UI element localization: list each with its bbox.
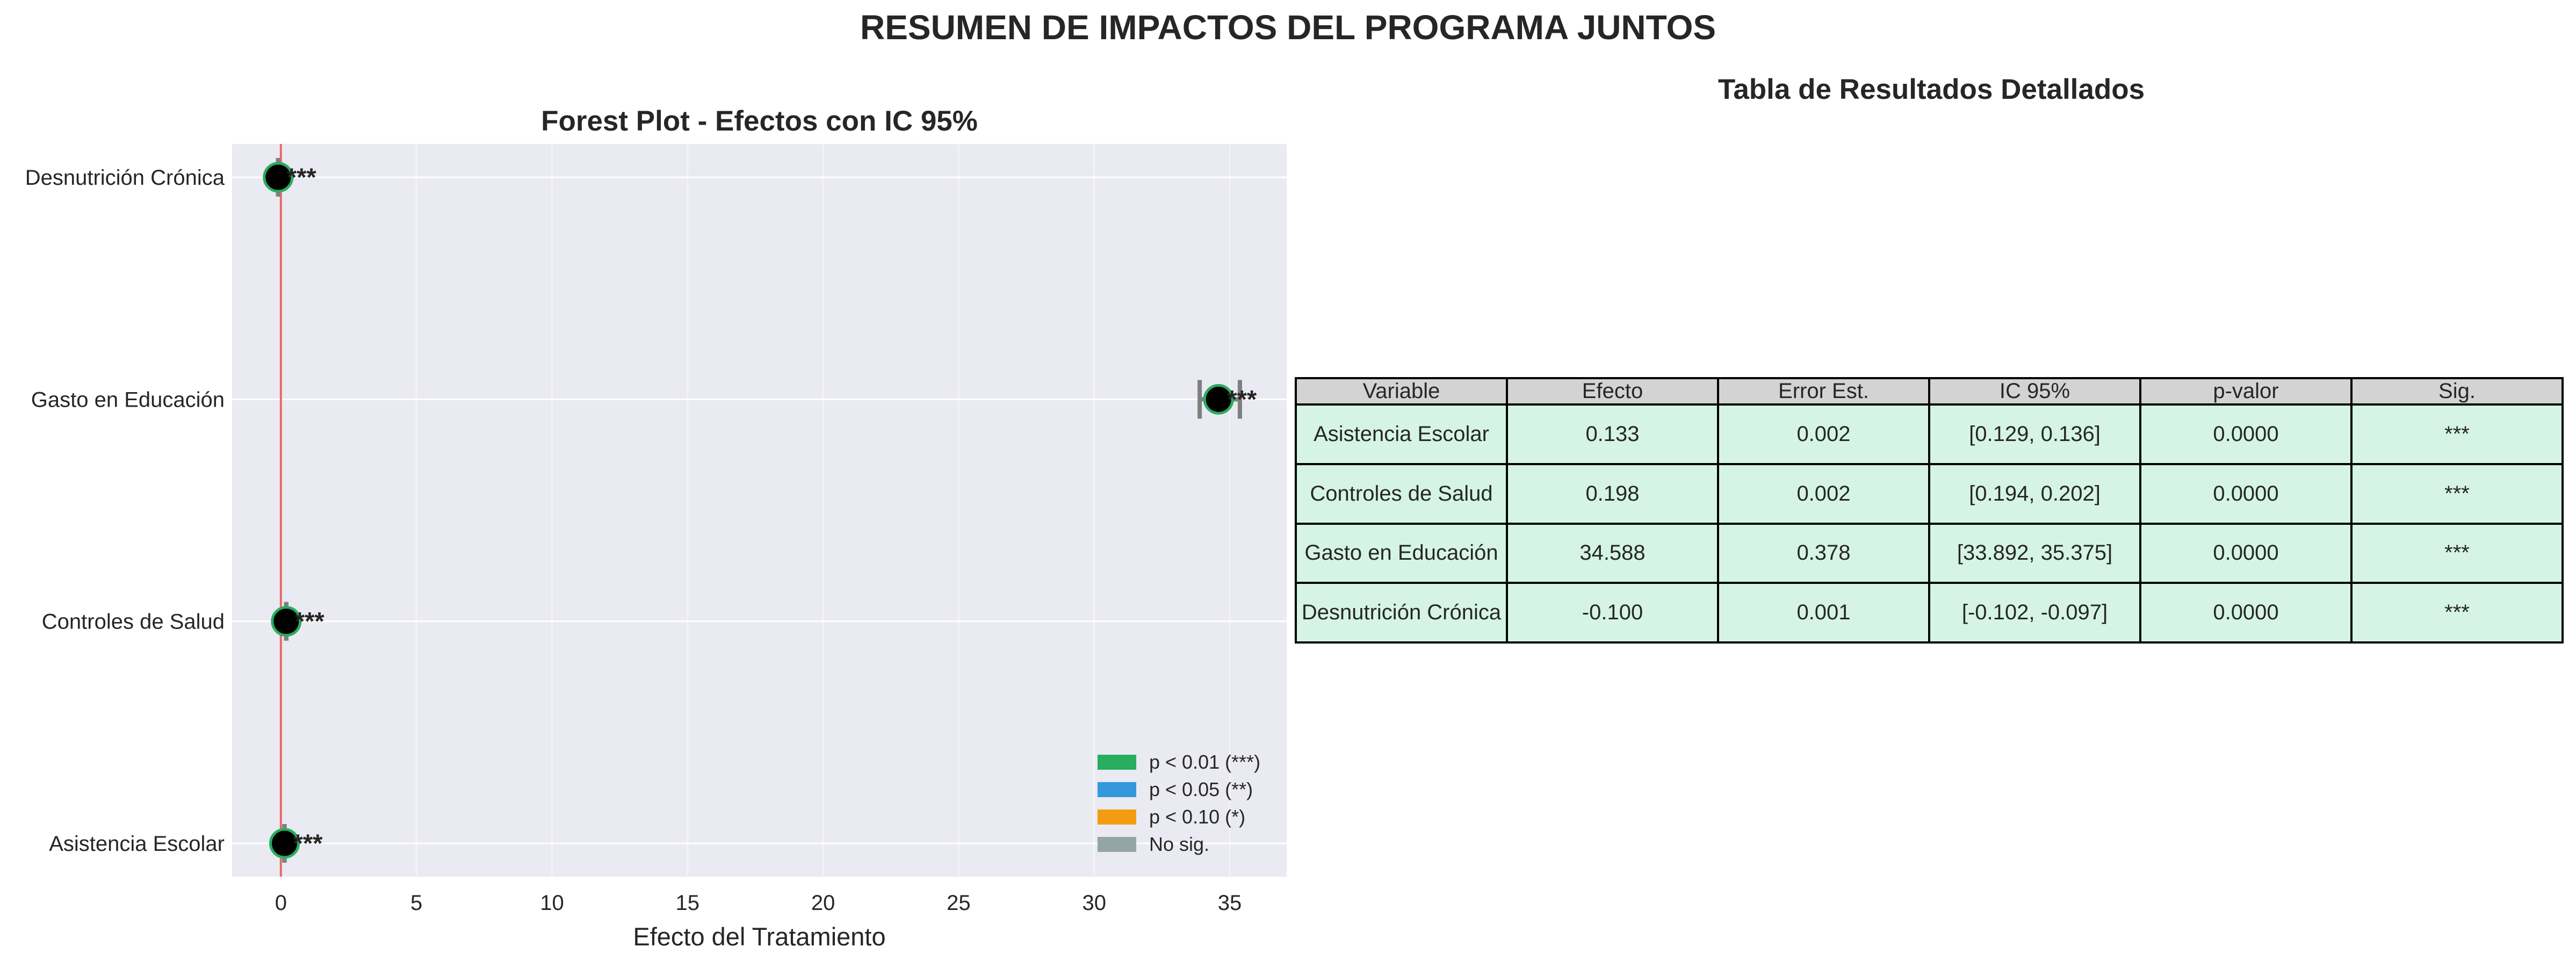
table-cell: 0.0000 <box>2139 522 2353 584</box>
table-cell: -0.100 <box>1506 582 1719 644</box>
table-row: Asistencia Escolar 0.133 0.002 [0.129, 0… <box>1295 403 2564 465</box>
x-tick-label: 5 <box>410 891 422 915</box>
column-header: Sig. <box>2350 377 2564 406</box>
forest-plot: *** *** *** *** Asistencia Escolar Controles… <box>25 105 1287 951</box>
table-cell: 0.378 <box>1717 522 1930 584</box>
column-header: Variable <box>1295 377 1508 406</box>
figure-title: RESUMEN DE IMPACTOS DEL PROGRAMA JUNTOS <box>860 8 1716 47</box>
results-table: Variable Efecto Error Est. IC 95% p-valo… <box>1295 377 2564 644</box>
effect-point <box>263 162 294 193</box>
y-tick-label: Controles de Salud <box>42 610 225 634</box>
table-cell: Gasto en Educación <box>1295 522 1508 584</box>
y-tick-labels: Asistencia Escolar Controles de Salud Gast… <box>25 166 225 856</box>
significance-labels: *** *** *** *** <box>287 163 1257 857</box>
legend-label: No sig. <box>1149 833 1209 855</box>
legend-swatch <box>1098 837 1136 852</box>
table-cell: 0.002 <box>1717 462 1930 525</box>
table-cell: 0.0000 <box>2139 582 2353 644</box>
legend-label: p < 0.01 (***) <box>1149 751 1260 773</box>
table-cell: *** <box>2350 582 2564 644</box>
table-header-row: Variable Efecto Error Est. IC 95% p-valo… <box>1295 377 2564 406</box>
x-tick-label: 15 <box>676 891 700 915</box>
significance-label: *** <box>287 163 317 191</box>
table-cell: [0.194, 0.202] <box>1928 462 2141 525</box>
significance-label: *** <box>293 829 323 857</box>
x-tick-label: 10 <box>540 891 564 915</box>
x-tick-labels: 0 5 10 15 20 25 30 35 <box>275 891 1242 915</box>
table-cell: [33.892, 35.375] <box>1928 522 2141 584</box>
plot-area <box>232 144 1287 877</box>
table-cell: Controles de Salud <box>1295 462 1508 525</box>
table-cell: *** <box>2350 462 2564 525</box>
x-axis-label: Efecto del Tratamiento <box>633 922 885 951</box>
x-tick-label: 0 <box>275 891 287 915</box>
legend-swatch <box>1098 810 1136 825</box>
table-cell: 0.198 <box>1506 462 1719 525</box>
table-row: Controles de Salud 0.198 0.002 [0.194, 0… <box>1295 462 2564 525</box>
column-header: IC 95% <box>1928 377 2141 406</box>
legend-swatch <box>1098 755 1136 770</box>
chart-title: Forest Plot - Efectos con IC 95% <box>541 105 978 137</box>
legend-swatch <box>1098 782 1136 797</box>
table-cell: [-0.102, -0.097] <box>1928 582 2141 644</box>
x-tick-label: 20 <box>811 891 835 915</box>
x-tick-label: 30 <box>1082 891 1106 915</box>
y-tick-label: Desnutrición Crónica <box>25 166 225 190</box>
table-cell: 0.133 <box>1506 403 1719 465</box>
x-tick-label: 25 <box>947 891 971 915</box>
column-header: Efecto <box>1506 377 1719 406</box>
table-cell: *** <box>2350 403 2564 465</box>
table-cell: 0.002 <box>1717 403 1930 465</box>
legend-label: p < 0.05 (**) <box>1149 778 1253 800</box>
legend-label: p < 0.10 (*) <box>1149 806 1245 828</box>
table-cell: Asistencia Escolar <box>1295 403 1508 465</box>
column-header: Error Est. <box>1717 377 1930 406</box>
table-row: Gasto en Educación 34.588 0.378 [33.892,… <box>1295 522 2564 584</box>
significance-label: *** <box>1227 385 1257 413</box>
y-tick-label: Asistencia Escolar <box>49 832 225 856</box>
table-title: Tabla de Resultados Detallados <box>1718 74 2145 105</box>
effect-point <box>271 606 302 637</box>
table-cell: *** <box>2350 522 2564 584</box>
table-cell: 0.0000 <box>2139 462 2353 525</box>
effect-points <box>263 162 1234 859</box>
table-cell: 34.588 <box>1506 522 1719 584</box>
table-cell: 0.0000 <box>2139 403 2353 465</box>
effect-point <box>1203 384 1234 415</box>
effect-point <box>269 828 300 859</box>
column-header: p-valor <box>2139 377 2353 406</box>
legend: p < 0.01 (***) p < 0.05 (**) p < 0.10 (*) N… <box>1098 751 1260 855</box>
x-tick-label: 35 <box>1218 891 1242 915</box>
table-cell: Desnutrición Crónica <box>1295 582 1508 644</box>
y-tick-label: Gasto en Educación <box>31 388 225 411</box>
table-cell: [0.129, 0.136] <box>1928 403 2141 465</box>
table-cell: 0.001 <box>1717 582 1930 644</box>
table-row: Desnutrición Crónica -0.100 0.001 [-0.10… <box>1295 582 2564 644</box>
significance-label: *** <box>295 607 325 635</box>
